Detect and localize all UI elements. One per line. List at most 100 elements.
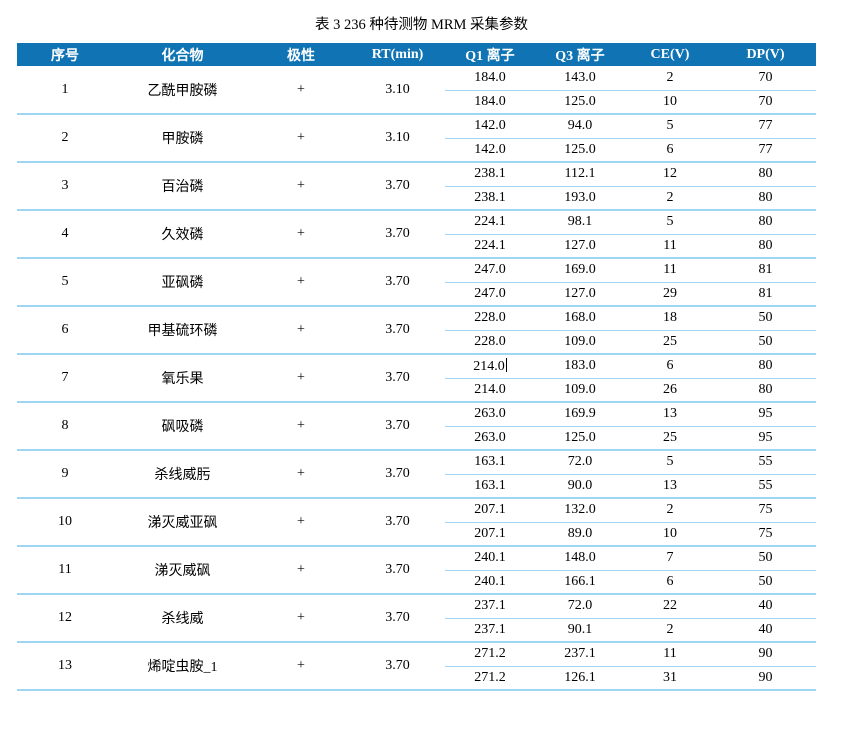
compound-row-4-transition-2: 224.1 127.0 11 80	[17, 234, 816, 259]
compound-cell: 涕灭威砜	[113, 546, 252, 595]
column-header-0: 序号	[17, 43, 113, 66]
ce-cell: 5	[625, 210, 715, 235]
q3-cell: 127.0	[535, 282, 625, 307]
dp-cell: 50	[715, 546, 816, 571]
polarity-cell: +	[252, 306, 350, 355]
dp-cell: 40	[715, 594, 816, 619]
rt-cell: 3.70	[350, 258, 445, 307]
dp-cell: 50	[715, 330, 816, 355]
rt-cell: 3.10	[350, 114, 445, 163]
q3-cell: 193.0	[535, 186, 625, 211]
compound-row-9-transition-1: 9 杀线威肟 +3.70 163.1 72.0 5 55	[17, 450, 816, 499]
ce-cell: 25	[625, 426, 715, 451]
compound-cell: 氧乐果	[113, 354, 252, 403]
q3-cell: 169.9	[535, 402, 625, 427]
column-header-1: 化合物	[113, 43, 252, 66]
compound-row-9-transition-2: 163.1 90.0 13 55	[17, 474, 816, 499]
dp-cell: 50	[715, 306, 816, 331]
row-number-cell: 6	[17, 306, 113, 355]
ce-cell: 26	[625, 378, 715, 403]
dp-cell: 81	[715, 282, 816, 307]
compound-row-11-transition-1: 11 涕灭威砜 +3.70 240.1 148.0 7 50	[17, 546, 816, 595]
compound-row-8-transition-1: 8 砜吸磷 +3.70 263.0 169.9 13 95	[17, 402, 816, 451]
q3-cell: 125.0	[535, 90, 625, 115]
ce-cell: 12	[625, 162, 715, 187]
text-cursor	[505, 357, 507, 372]
compound-row-3-transition-2: 238.1 193.0 2 80	[17, 186, 816, 211]
dp-cell: 55	[715, 450, 816, 475]
q3-cell: 169.0	[535, 258, 625, 283]
ce-cell: 22	[625, 594, 715, 619]
q1-cell: 214.0	[445, 378, 535, 403]
compound-cell: 涕灭威亚砜	[113, 498, 252, 547]
ce-cell: 11	[625, 258, 715, 283]
q1-cell: 228.0	[445, 306, 535, 331]
q3-cell: 125.0	[535, 138, 625, 163]
ce-cell: 2	[625, 186, 715, 211]
compound-row-5-transition-1: 5 亚砜磷 +3.70 247.0 169.0 11 81	[17, 258, 816, 307]
dp-cell: 95	[715, 402, 816, 427]
row-number-cell: 9	[17, 450, 113, 499]
compound-cell: 甲胺磷	[113, 114, 252, 163]
q1-cell: 247.0	[445, 258, 535, 283]
compound-row-1-transition-2: 184.0 125.0 10 70	[17, 90, 816, 115]
column-header-7: DP(V)	[715, 43, 816, 66]
compound-row-2-transition-1: 2 甲胺磷 +3.10 142.0 94.0 5 77	[17, 114, 816, 163]
compound-cell: 亚砜磷	[113, 258, 252, 307]
row-number-cell: 1	[17, 66, 113, 115]
row-number-cell: 2	[17, 114, 113, 163]
row-number-cell: 7	[17, 354, 113, 403]
rt-cell: 3.70	[350, 546, 445, 595]
rt-cell: 3.70	[350, 594, 445, 643]
mrm-table: 序号 化合物 极性 RT(min) Q1 离子 Q3 离子 CE(V) DP(V) 1 乙酰甲胺…	[17, 43, 816, 691]
polarity-cell: +	[252, 210, 350, 259]
compound-cell: 砜吸磷	[113, 402, 252, 451]
q3-cell: 127.0	[535, 234, 625, 259]
q1-cell: 224.1	[445, 234, 535, 259]
q3-cell: 237.1	[535, 642, 625, 667]
row-number-cell: 3	[17, 162, 113, 211]
compound-row-12-transition-2: 237.1 90.1 2 40	[17, 618, 816, 643]
dp-cell: 75	[715, 522, 816, 547]
table-body: 1 乙酰甲胺磷 +3.10 184.0 143.0 2 70 184.0 125.0 10 70 2 甲…	[17, 66, 816, 691]
q1-cell: 271.2	[445, 642, 535, 667]
q1-cell: 142.0	[445, 114, 535, 139]
q1-cell: 271.2	[445, 666, 535, 691]
table-header-row: 序号 化合物 极性 RT(min) Q1 离子 Q3 离子 CE(V) DP(V)	[17, 43, 816, 66]
compound-row-6-transition-1: 6 甲基硫环磷 +3.70 228.0 168.0 18 50	[17, 306, 816, 355]
polarity-cell: +	[252, 114, 350, 163]
dp-cell: 90	[715, 666, 816, 691]
compound-cell: 烯啶虫胺_1	[113, 642, 252, 691]
q1-cell: 263.0	[445, 426, 535, 451]
row-number-cell: 5	[17, 258, 113, 307]
q3-cell: 94.0	[535, 114, 625, 139]
q1-cell: 263.0	[445, 402, 535, 427]
q1-cell: 240.1	[445, 546, 535, 571]
column-header-6: CE(V)	[625, 43, 715, 66]
row-number-cell: 8	[17, 402, 113, 451]
compound-cell: 百治磷	[113, 162, 252, 211]
dp-cell: 95	[715, 426, 816, 451]
rt-cell: 3.70	[350, 210, 445, 259]
compound-cell: 杀线威肟	[113, 450, 252, 499]
polarity-cell: +	[252, 258, 350, 307]
q1-cell: 247.0	[445, 282, 535, 307]
q1-cell: 184.0	[445, 66, 535, 91]
rt-cell: 3.70	[350, 450, 445, 499]
dp-cell: 81	[715, 258, 816, 283]
compound-row-8-transition-2: 263.0 125.0 25 95	[17, 426, 816, 451]
ce-cell: 18	[625, 306, 715, 331]
compound-row-12-transition-1: 12 杀线威 +3.70 237.1 72.0 22 40	[17, 594, 816, 643]
polarity-cell: +	[252, 354, 350, 403]
q3-cell: 166.1	[535, 570, 625, 595]
compound-cell: 甲基硫环磷	[113, 306, 252, 355]
ce-cell: 2	[625, 618, 715, 643]
q3-cell: 109.0	[535, 330, 625, 355]
compound-row-7-transition-1: 7 氧乐果 +3.70 214.0 183.0 6 80	[17, 354, 816, 403]
ce-cell: 10	[625, 522, 715, 547]
q1-cell: 237.1	[445, 594, 535, 619]
compound-cell: 乙酰甲胺磷	[113, 66, 252, 115]
polarity-cell: +	[252, 594, 350, 643]
q3-cell: 98.1	[535, 210, 625, 235]
q1-cell: 214.0	[445, 354, 535, 379]
